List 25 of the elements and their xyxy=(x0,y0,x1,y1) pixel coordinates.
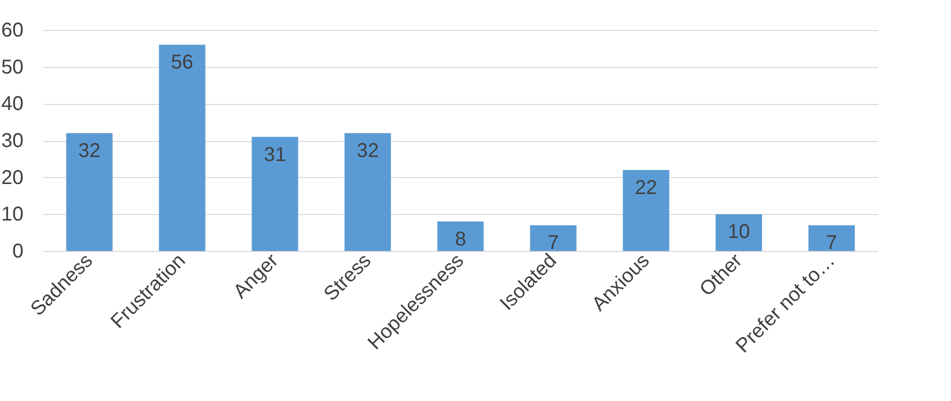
data-label: 31 xyxy=(264,144,286,166)
y-tick-label: 50 xyxy=(1,56,24,78)
y-tick-label: 40 xyxy=(1,93,24,116)
bar xyxy=(622,170,670,251)
data-label: 22 xyxy=(634,176,658,199)
bar xyxy=(158,44,206,251)
bar xyxy=(252,136,298,251)
bar xyxy=(716,214,762,251)
data-label: 10 xyxy=(728,221,750,244)
y-tick-label: 60 xyxy=(1,20,24,42)
bar xyxy=(344,133,391,251)
data-label: 7 xyxy=(548,232,559,254)
y-tick-label: 30 xyxy=(1,130,24,152)
y-tick-label: 10 xyxy=(1,204,24,226)
data-label: 8 xyxy=(454,228,466,251)
bar xyxy=(437,222,484,251)
data-label: 32 xyxy=(78,140,101,162)
y-tick-label: 0 xyxy=(12,240,24,262)
data-label: 56 xyxy=(171,52,194,74)
bar xyxy=(66,133,113,251)
data-label: 7 xyxy=(826,232,838,254)
data-label: 32 xyxy=(356,140,379,162)
bar xyxy=(530,225,576,251)
y-tick-label: 20 xyxy=(1,166,24,189)
bar xyxy=(808,225,855,251)
